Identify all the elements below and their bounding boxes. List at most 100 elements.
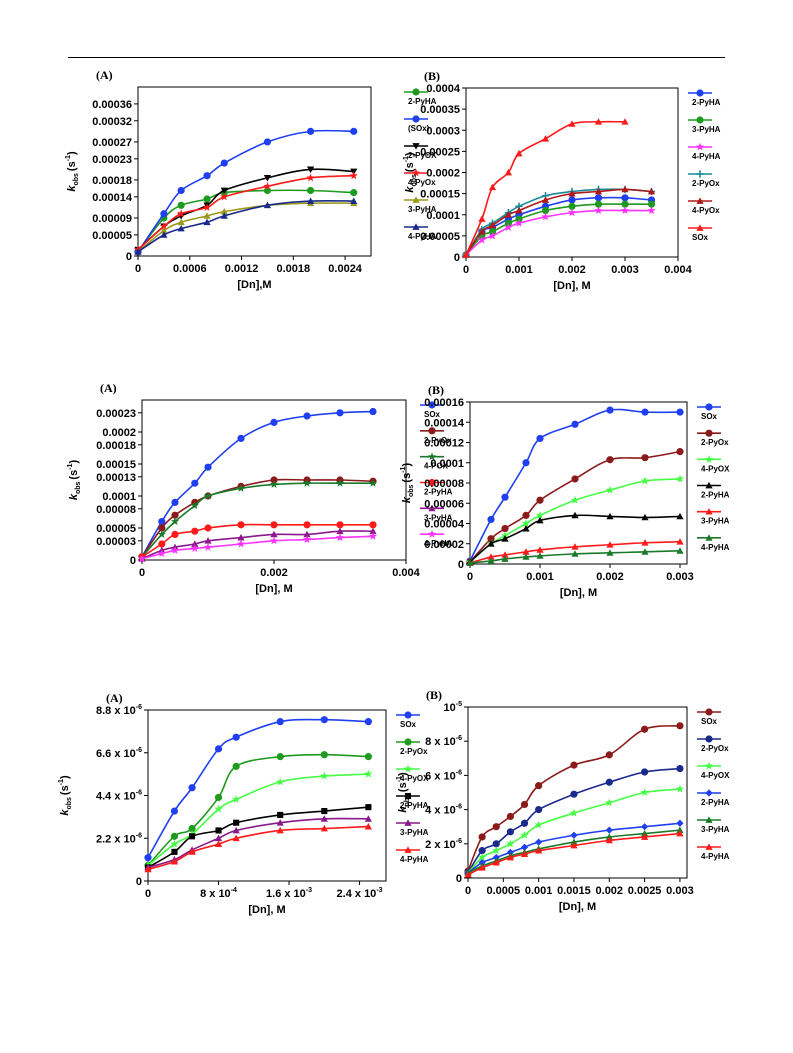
data-point: [335, 478, 345, 487]
legend-marker: [705, 508, 713, 515]
data-point: [676, 722, 684, 730]
data-point: [567, 208, 577, 217]
y-tick-label: 0: [126, 251, 132, 263]
data-point: [236, 484, 246, 492]
y-tick-label: 0.00008: [424, 478, 464, 490]
x-tick-label: 0.002: [596, 885, 624, 897]
legend-entry: 4-PyHA: [420, 529, 453, 548]
data-point: [462, 251, 470, 258]
data-point: [621, 185, 629, 193]
y-tick-label: 0: [454, 252, 460, 264]
data-point: [647, 200, 656, 208]
legend-entry: SOx: [697, 708, 721, 726]
series-line: [467, 822, 681, 874]
data-point: [536, 496, 544, 504]
series-line: [465, 196, 652, 256]
chart-3: (A)00.000030.000050.000080.00010.000130.…: [67, 381, 453, 595]
data-point: [522, 524, 530, 532]
data-point: [177, 218, 185, 226]
data-point: [368, 532, 378, 540]
data-point: [349, 171, 358, 180]
data-point: [504, 211, 512, 218]
legend-entry: SOx: [396, 711, 420, 729]
x-tick-label: 0: [145, 888, 151, 900]
data-point: [306, 127, 315, 135]
data-point: [647, 206, 656, 215]
y-tick-label: 0.00018: [92, 175, 132, 187]
y-tick-label: 8 x 10-6: [425, 735, 462, 748]
data-point: [488, 221, 497, 229]
x-tick-label: 0.004: [664, 264, 692, 276]
data-point: [535, 511, 545, 519]
legend-label: 2-PyOx: [400, 747, 428, 756]
data-point: [504, 223, 513, 231]
legend-label: 3-PyHA: [400, 828, 429, 837]
data-point: [641, 454, 649, 462]
legend-entry: 4-PyHA: [396, 846, 429, 864]
y-tick-label: 0.00005: [96, 523, 136, 535]
legend-label: 4-PyOX: [400, 774, 429, 783]
y-tick-label: 0.00032: [92, 116, 132, 128]
series-line: [141, 530, 374, 560]
legend-marker: [705, 708, 713, 716]
data-point: [640, 476, 650, 485]
x-tick-label: 0.003: [666, 885, 694, 897]
data-point: [369, 407, 377, 416]
series-4-PyOX: [143, 769, 373, 869]
data-point: [270, 476, 278, 484]
data-point: [487, 553, 495, 560]
data-point: [369, 521, 377, 529]
legend-entry: SOx: [420, 401, 444, 419]
y-tick-label: 0.0001: [102, 491, 136, 503]
panel-label: (A): [106, 691, 123, 705]
data-point: [321, 807, 328, 815]
data-point: [189, 833, 196, 840]
legend-marker: [412, 196, 420, 203]
x-tick-label: 0: [465, 885, 471, 897]
y-tick-label: 10-5: [444, 701, 463, 714]
x-tick-label: 0.002: [558, 264, 586, 276]
legend-entry: 2-PyHA: [404, 88, 437, 106]
data-point: [306, 186, 315, 195]
data-point: [170, 832, 179, 840]
x-tick-label: 0.0025: [628, 885, 662, 897]
data-point: [520, 819, 529, 827]
y-tick-label: 0: [458, 559, 464, 571]
data-point: [594, 187, 603, 195]
series-SOx: [466, 406, 684, 565]
data-point: [620, 206, 630, 215]
data-point: [571, 475, 579, 483]
data-point: [487, 540, 495, 547]
y-axis-label: kobs(s-1): [67, 460, 82, 501]
y-tick-label: 8.8 x 10-6: [96, 704, 142, 717]
data-point: [594, 200, 603, 208]
data-point: [522, 548, 530, 555]
legend-marker: [404, 711, 412, 719]
series-3-PyHA: [466, 538, 684, 566]
series-2-PyOx: [464, 764, 684, 877]
legend-marker: [403, 764, 413, 773]
data-point: [306, 166, 315, 173]
data-point: [157, 549, 166, 558]
legend-marker: [428, 478, 436, 487]
series-4-PyHA: [144, 822, 372, 873]
data-point: [306, 173, 315, 182]
data-point: [232, 826, 240, 834]
legend-label: 4-PyHA: [692, 152, 721, 161]
series-line: [141, 482, 373, 558]
x-axis-label: [Dn], M: [248, 904, 285, 916]
data-point: [520, 850, 529, 857]
data-point: [641, 725, 649, 733]
legend-label: 2-PyHA: [400, 801, 429, 810]
data-point: [606, 541, 614, 548]
data-point: [535, 847, 543, 854]
legend-marker: [412, 115, 420, 123]
y-axis-label: kobs(s-1): [403, 152, 418, 193]
legend-marker: [696, 197, 704, 204]
data-point: [220, 192, 229, 201]
data-point: [188, 824, 196, 833]
legend-marker: [427, 452, 437, 461]
series-4-PyHA: [137, 532, 378, 563]
chart-4: (B) 0 0.00002 0.00004 0.00006 0.00008 0.0001 0.…: [400, 383, 730, 599]
data-point: [570, 790, 578, 798]
